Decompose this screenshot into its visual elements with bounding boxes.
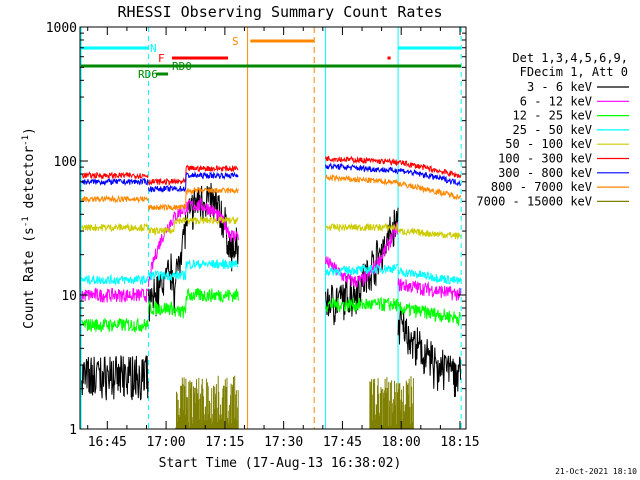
series-line [81,173,462,211]
y-tick-label: 100 [54,155,77,170]
chart-title: RHESSI Observing Summary Count Rates [117,3,442,21]
y-axis: 1 10 100 1000 [46,21,466,438]
x-tick-label: 17:15 [205,435,244,450]
legend-label: 7000 - 15000 keV [476,194,592,208]
legend: Det 1,3,4,5,6,9, FDecim 1, Att 0 3 - 6 k… [476,51,629,208]
series-line [81,162,462,193]
y-tick-label: 10 [61,289,77,304]
legend-label: 100 - 300 keV [498,152,592,166]
rd6-label: RD6 [138,68,158,81]
series-line [81,197,462,303]
series-line [81,258,462,286]
x-axis: 16:45 17:00 17:15 17:30 17:45 18:00 18:15 [87,27,480,450]
series-line [81,155,462,186]
x-tick-label: 17:00 [147,435,186,450]
legend-title-line-1: Det 1,3,4,5,6,9, [512,51,628,65]
series-line [175,375,414,429]
y-axis-label: Count Rate (s-1 detector-1) [21,127,37,329]
flare-label: F [158,52,165,65]
legend-label: 12 - 25 keV [513,109,592,123]
rd0-label: RD0 [172,60,192,73]
legend-label: 50 - 100 keV [505,137,592,151]
y-tick-label: 1000 [46,21,77,36]
timestamp: 21-Oct-2021 18:10 [555,467,637,476]
legend-label: 800 - 7000 keV [491,180,592,194]
y-tick-label: 1 [69,423,77,438]
series-line [81,182,462,401]
x-tick-label: 18:15 [440,435,479,450]
legend-title-line-2: FDecim 1, Att 0 [520,65,628,79]
legend-label: 3 - 6 keV [527,80,592,94]
x-tick-label: 17:30 [264,435,303,450]
saa-label: S [232,35,239,48]
series-line [81,287,462,334]
x-tick-label: 17:45 [323,435,362,450]
x-tick-label: 18:00 [382,435,421,450]
night-label: N [150,42,157,55]
legend-label: 300 - 800 keV [498,166,592,180]
x-tick-label: 16:45 [88,435,127,450]
legend-label: 25 - 50 keV [513,123,592,137]
series-line [81,215,462,241]
plot-frame [79,26,467,430]
legend-label: 6 - 12 keV [520,94,592,108]
x-axis-label: Start Time (17-Aug-13 16:38:02) [159,456,402,471]
